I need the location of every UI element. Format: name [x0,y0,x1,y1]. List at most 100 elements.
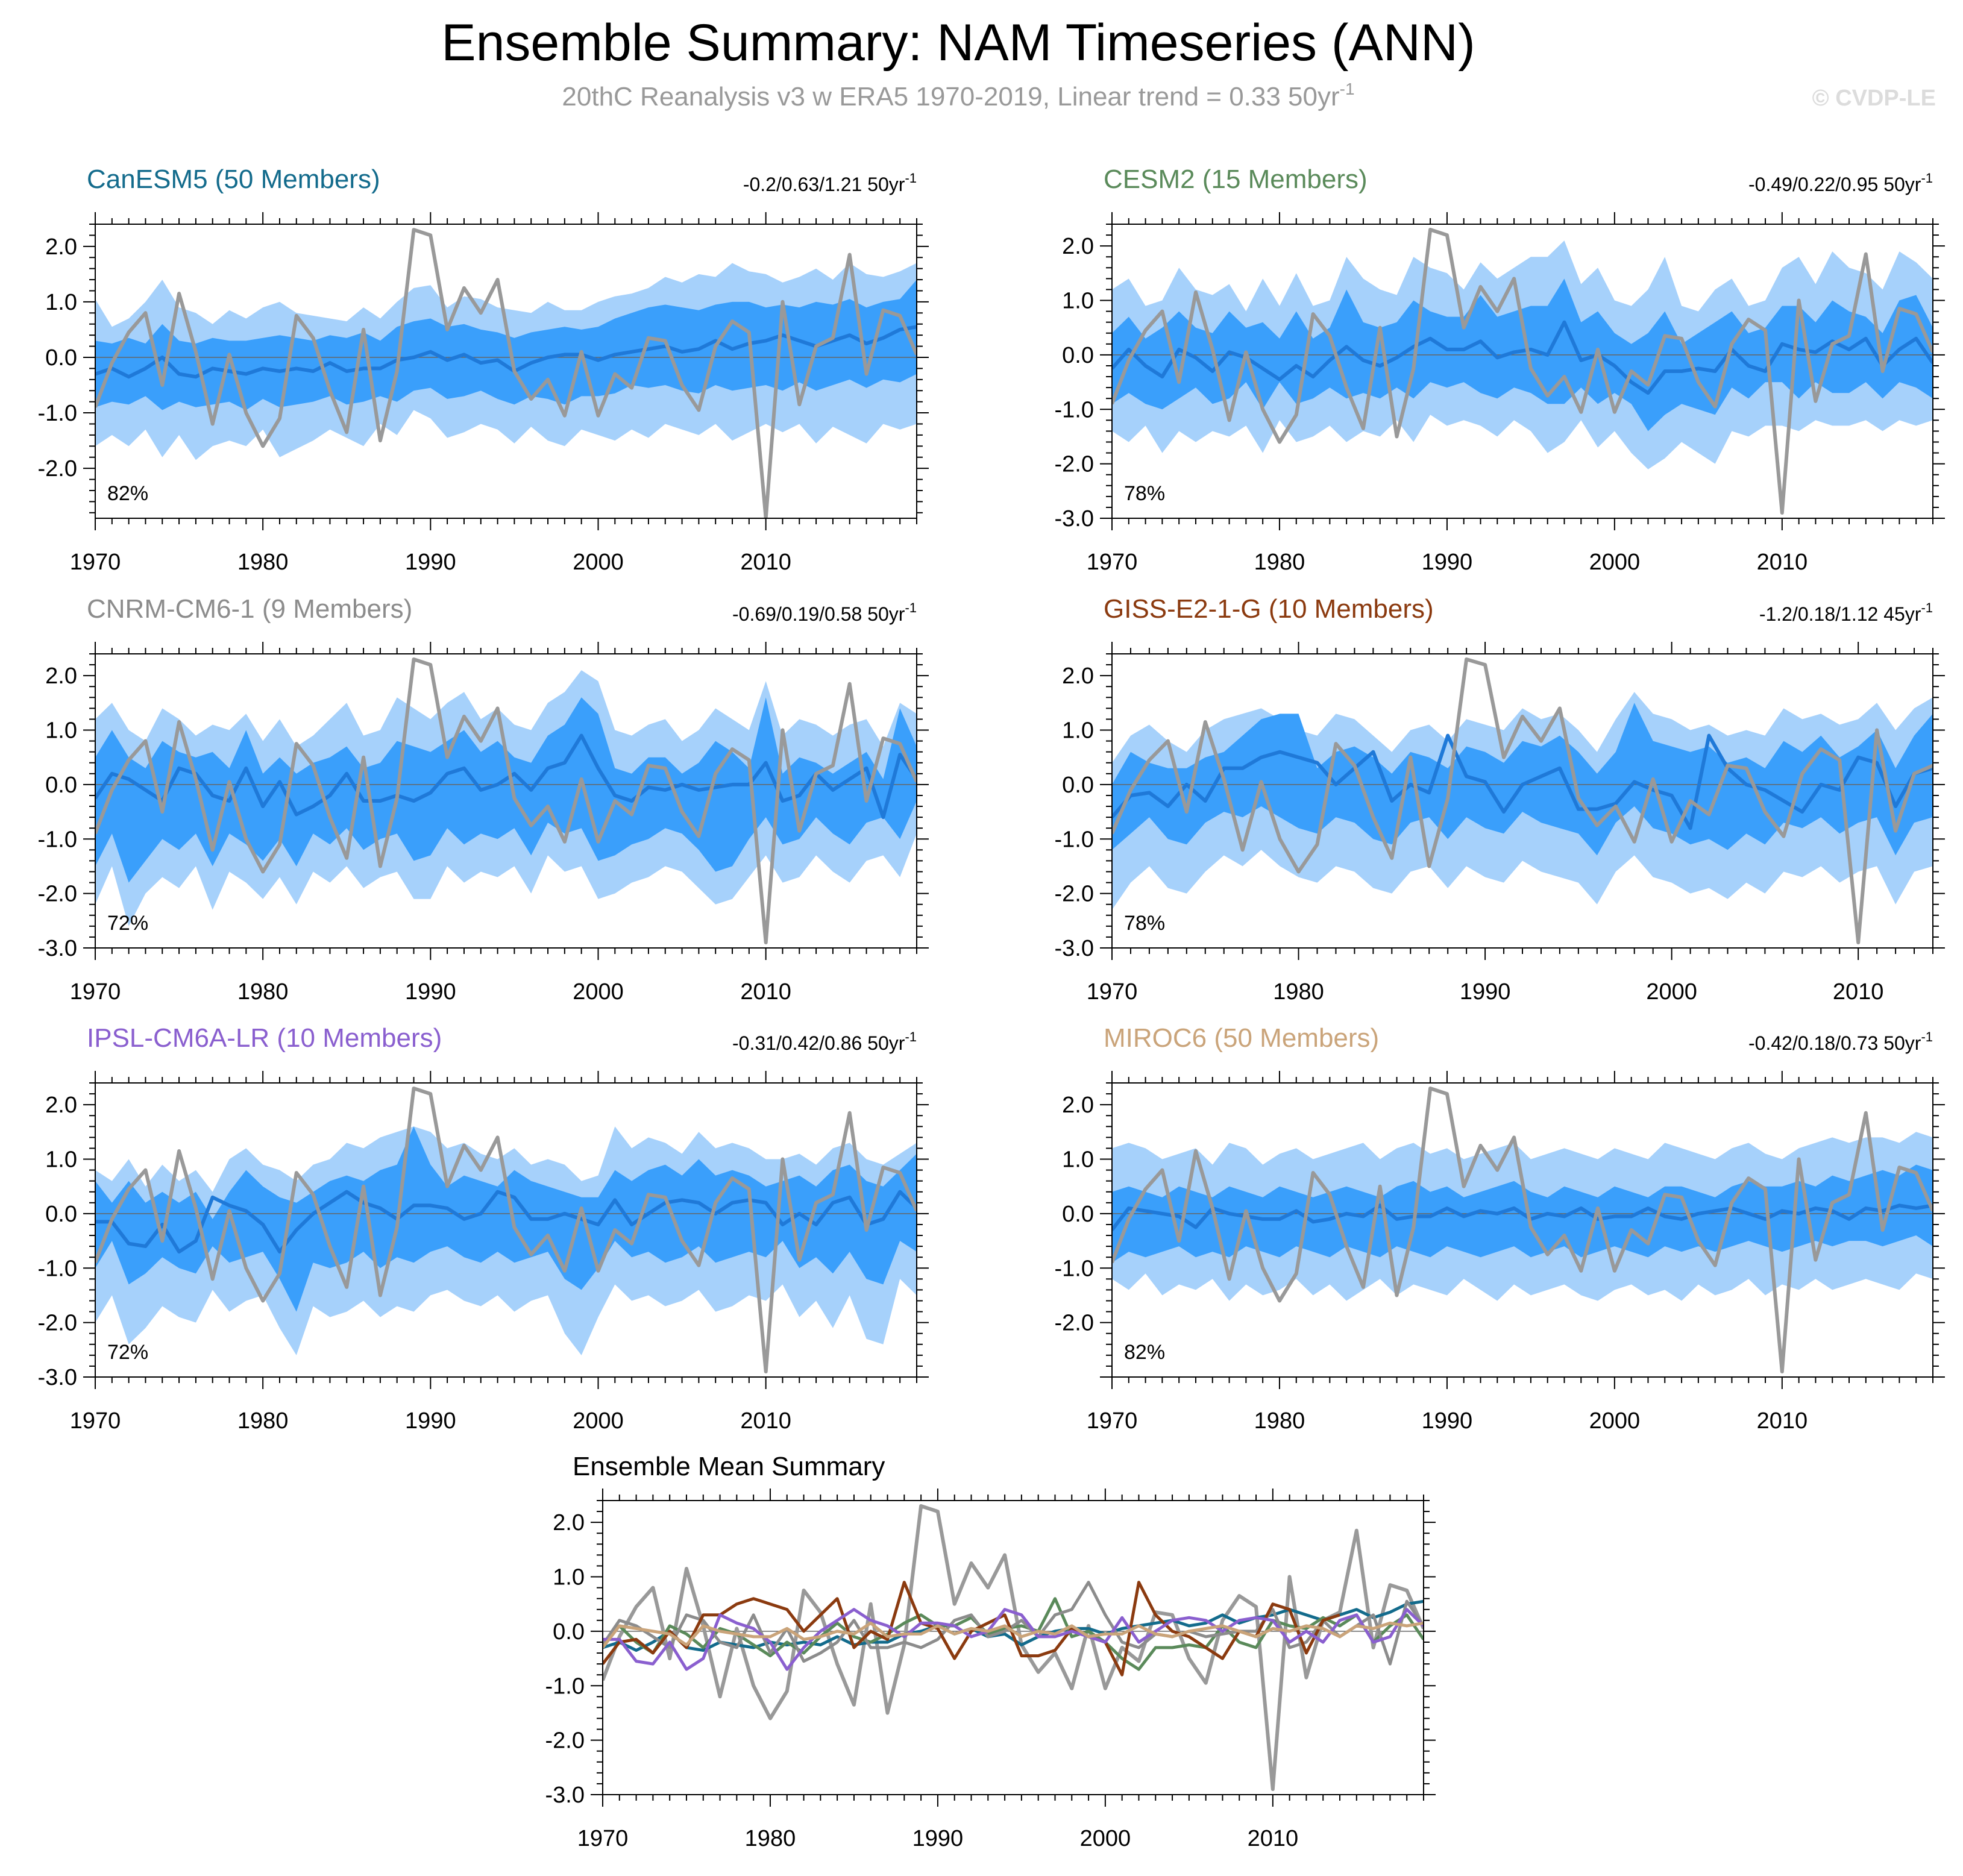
panel-cnrm-cm6-1: CNRM-CM6-1 (9 Members) -0.69/0.19/0.58 50… [38,594,929,1005]
cnrm-cm6-1-inner-spread [95,697,917,883]
panel-cesm2: CESM2 (15 Members) -0.49/0.22/0.95 50yr-1… [1055,165,1945,575]
giss-e2-1-g-x-tick-label: 1980 [1273,979,1324,1005]
cnrm-cm6-1-x-tick-label: 1990 [405,979,456,1005]
cnrm-cm6-1-y-tick-label: -1.0 [38,827,77,852]
giss-e2-1-g-y-tick-label: 0.0 [1062,773,1094,798]
ensemble-mean-summary-y-tick-label: 1.0 [553,1565,585,1590]
giss-e2-1-g-y-tick-label: -2.0 [1055,882,1094,907]
cesm2-plot-frame [1111,224,1933,519]
ipsl-cm6a-lr-y-tick-label: -2.0 [38,1311,77,1336]
ensemble-mean-summary-x-tick-label: 1980 [745,1826,796,1851]
canesm5-observed-line [95,228,917,518]
ipsl-cm6a-lr-x-ticks: 1970 1980 1990 2000 2010 [70,1071,917,1434]
cnrm-cm6-1-y-tick-label: -3.0 [38,936,77,961]
cnrm-cm6-1-y-ticks: -3.0 -2.0 -1.0 0.0 1.0 2.0 [38,653,929,961]
subtitle-text: 20thC Reanalysis v3 w ERA5 1970-2019, Li… [562,82,1339,111]
canesm5-y-ticks: -2.0 -1.0 0.0 1.0 2.0 [38,224,929,513]
miroc6-y-tick-label: 2.0 [1062,1093,1094,1118]
ipsl-cm6a-lr-x-tick-label: 1980 [237,1408,289,1434]
ipsl-cm6a-lr-y-ticks: -3.0 -2.0 -1.0 0.0 1.0 2.0 [38,1082,929,1390]
miroc6-x-tick-label: 2000 [1589,1408,1641,1434]
cesm2-panel-title: CESM2 (15 Members) [1104,165,1368,194]
ensemble-mean-summary-x-tick-label: 2000 [1080,1826,1131,1851]
canesm5-plot-frame [95,224,917,519]
cesm2-y-tick-label: 1.0 [1062,289,1094,314]
giss-e2-1-g-panel-title: GISS-E2-1-G (10 Members) [1104,594,1434,624]
giss-e2-1-g-y-tick-label: 2.0 [1062,664,1094,689]
cnrm-cm6-1-y-tick-label: 1.0 [45,718,77,744]
ipsl-cm6a-lr-trend-stats-text: -0.31/0.42/0.86 50yr [732,1032,905,1054]
panel-canesm5: CanESM5 (50 Members) -0.2/0.63/1.21 50yr-… [38,165,929,575]
giss-e2-1-g-y-ticks: -3.0 -2.0 -1.0 0.0 1.0 2.0 [1055,653,1945,961]
ipsl-cm6a-lr-y-tick-label: 2.0 [45,1093,77,1118]
ipsl-cm6a-lr-plot-area [95,1087,917,1373]
canesm5-x-tick-label: 1980 [237,550,289,575]
canesm5-x-tick-label: 1970 [70,550,121,575]
ipsl-cm6a-lr-y-tick-label: -3.0 [38,1365,77,1390]
ipsl-cm6a-lr-x-tick-label: 1990 [405,1408,456,1434]
cesm2-y-tick-label: 2.0 [1062,234,1094,259]
ensemble-mean-summary-y-ticks: -3.0 -2.0 -1.0 0.0 1.0 2.0 [545,1500,1436,1808]
ipsl-cm6a-lr-y-tick-label: 1.0 [45,1147,77,1173]
miroc6-percent-label: 82% [1124,1341,1165,1364]
miroc6-plot-frame [1111,1082,1933,1378]
miroc6-y-tick-label: -1.0 [1055,1256,1094,1281]
cnrm-cm6-1-plot-frame [95,653,917,949]
cesm2-y-tick-label: -2.0 [1055,452,1094,477]
ensemble-mean-summary-series-ipsl-cm6a-lr [603,1608,1424,1671]
cesm2-plot-area [1112,228,1933,515]
canesm5-percent-label: 82% [107,482,148,505]
cnrm-cm6-1-trend-stats: -0.69/0.19/0.58 50yr-1 [732,600,917,625]
giss-e2-1-g-trend-stats-sup: -1 [1921,600,1933,615]
giss-e2-1-g-x-tick-label: 1970 [1087,979,1138,1005]
figure-title: Ensemble Summary: NAM Timeseries (ANN) [441,14,1475,72]
cnrm-cm6-1-x-tick-label: 1970 [70,979,121,1005]
cnrm-cm6-1-x-tick-label: 2000 [573,979,624,1005]
miroc6-y-tick-label: 1.0 [1062,1147,1094,1173]
ensemble-mean-summary-series-miroc6 [603,1621,1424,1649]
ensemble-mean-summary-y-tick-label: 2.0 [553,1510,585,1536]
panel-ipsl-cm6a-lr: IPSL-CM6A-LR (10 Members) -0.31/0.42/0.86… [38,1023,929,1434]
canesm5-trend-stats-sup: -1 [905,171,917,186]
ipsl-cm6a-lr-x-tick-label: 2000 [573,1408,624,1434]
ipsl-cm6a-lr-x-tick-label: 2010 [740,1408,791,1434]
miroc6-y-tick-label: 0.0 [1062,1202,1094,1227]
canesm5-x-tick-label: 1990 [405,550,456,575]
cnrm-cm6-1-y-tick-label: 2.0 [45,664,77,689]
ipsl-cm6a-lr-y-tick-label: 0.0 [45,1202,77,1227]
miroc6-panel-title: MIROC6 (50 Members) [1104,1023,1379,1053]
canesm5-plot-area [95,228,917,518]
ipsl-cm6a-lr-inner-spread [95,1126,917,1312]
panel-ensemble-mean-summary: Ensemble Mean Summary 1970 1980 1990 2000 201… [545,1452,1436,1851]
canesm5-panel-title: CanESM5 (50 Members) [87,165,380,194]
ipsl-cm6a-lr-trend-stats-sup: -1 [905,1029,917,1044]
ensemble-mean-summary-observed-line [603,1504,1424,1791]
ipsl-cm6a-lr-ensemble-mean-line [95,1190,917,1254]
giss-e2-1-g-x-tick-label: 1990 [1460,979,1511,1005]
cesm2-x-tick-label: 1990 [1422,550,1473,575]
cnrm-cm6-1-observed-line [95,657,917,944]
cesm2-trend-stats-text: -0.49/0.22/0.95 50yr [1748,174,1921,195]
ensemble-mean-summary-x-ticks: 1970 1980 1990 2000 2010 [577,1489,1424,1851]
ensemble-mean-summary-panel-title: Ensemble Mean Summary [573,1452,885,1481]
giss-e2-1-g-inner-spread [1112,703,1933,856]
canesm5-trend-stats-text: -0.2/0.63/1.21 50yr [743,174,905,195]
ensemble-mean-summary-x-tick-label: 2010 [1248,1826,1299,1851]
giss-e2-1-g-observed-line [1112,657,1933,944]
ipsl-cm6a-lr-trend-stats: -0.31/0.42/0.86 50yr-1 [732,1029,917,1054]
cnrm-cm6-1-x-tick-label: 2010 [740,979,791,1005]
giss-e2-1-g-ensemble-mean-line [1112,733,1933,830]
miroc6-x-tick-label: 1980 [1254,1408,1305,1434]
giss-e2-1-g-x-ticks: 1970 1980 1990 2000 2010 [1087,642,1933,1005]
cesm2-x-ticks: 1970 1980 1990 2000 2010 [1087,212,1933,575]
miroc6-trend-stats-text: -0.42/0.18/0.73 50yr [1748,1032,1921,1054]
miroc6-x-ticks: 1970 1980 1990 2000 2010 [1087,1071,1933,1434]
subtitle-superscript: -1 [1340,80,1355,98]
ensemble-mean-summary-y-tick-label: -1.0 [545,1674,585,1699]
cnrm-cm6-1-trend-stats-sup: -1 [905,600,917,615]
miroc6-x-tick-label: 1970 [1087,1408,1138,1434]
cnrm-cm6-1-y-tick-label: 0.0 [45,773,77,798]
ipsl-cm6a-lr-plot-frame [95,1082,917,1378]
ensemble-mean-summary-y-tick-label: 0.0 [553,1619,585,1645]
